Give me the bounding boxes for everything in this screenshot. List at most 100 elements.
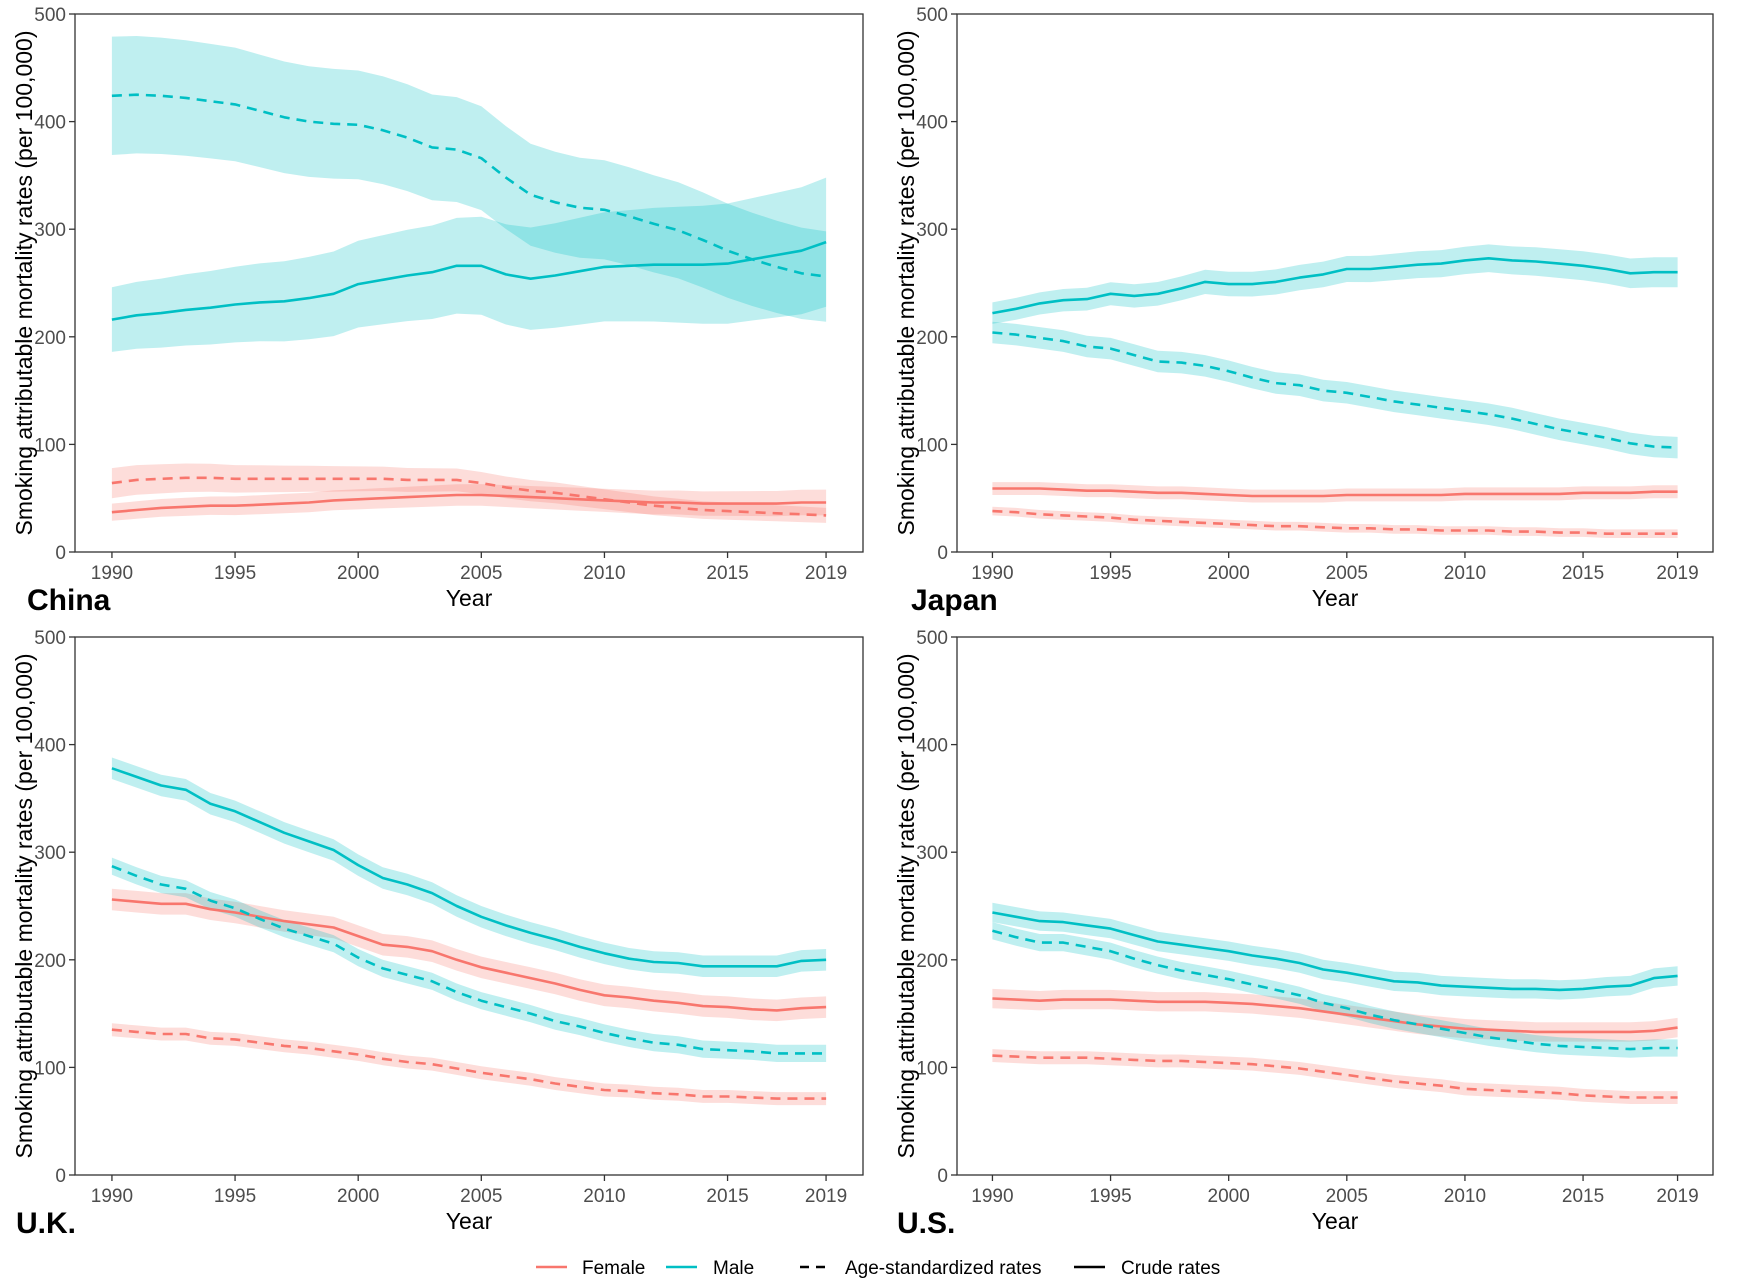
ribbon-male-age-standardized — [111, 36, 827, 322]
line-male-crude — [111, 240, 827, 321]
y-axis-title: Smoking attributable mortality rates (pe… — [893, 31, 919, 536]
y-tick-label: 200 — [916, 951, 948, 972]
x-tick-label: 1995 — [1089, 563, 1131, 584]
legend-female-label: Female — [582, 1258, 645, 1279]
ribbon-male-crude — [111, 757, 827, 977]
line-male-crude — [992, 256, 1678, 315]
plot-area — [957, 14, 1713, 552]
ribbon-male-age-standardized — [992, 321, 1678, 459]
legend-age-standardized-label: Age-standardized rates — [845, 1258, 1041, 1279]
line-female-crude — [111, 898, 827, 1012]
ribbon-female-crude — [111, 484, 827, 521]
ribbon-female-age-standardized — [111, 1023, 827, 1106]
legend-crude-label: Crude rates — [1121, 1258, 1220, 1279]
x-axis-title: Year — [1312, 1208, 1359, 1234]
y-tick-label: 100 — [916, 1058, 948, 1079]
y-axis-title: Smoking attributable mortality rates (pe… — [893, 654, 919, 1159]
x-axis-title: Year — [446, 585, 493, 611]
y-tick-label: 400 — [34, 736, 66, 757]
x-tick-label: 1990 — [91, 1186, 133, 1207]
x-tick-label: 2019 — [1656, 563, 1698, 584]
y-tick-label: 300 — [916, 220, 948, 241]
y-tick-label: 0 — [55, 543, 66, 564]
line-female-age-standardized — [111, 1028, 827, 1100]
plot-area — [75, 14, 863, 552]
legend: Female Male Age-standardized rates Crude… — [536, 1258, 1220, 1279]
y-tick-label: 200 — [34, 328, 66, 349]
x-tick-label: 1995 — [1089, 1186, 1131, 1207]
x-tick-label: 2010 — [583, 563, 625, 584]
line-female-crude — [992, 487, 1678, 498]
x-tick-label: 1990 — [971, 563, 1013, 584]
y-tick-label: 0 — [55, 1166, 66, 1187]
line-male-age-standardized — [992, 331, 1678, 449]
x-tick-label: 2000 — [337, 563, 379, 584]
y-tick-label: 400 — [916, 736, 948, 757]
x-tick-label: 2000 — [337, 1186, 379, 1207]
y-tick-label: 500 — [34, 5, 66, 26]
legend-male-label: Male — [713, 1258, 754, 1279]
x-axis-title: Year — [1312, 585, 1359, 611]
y-tick-label: 0 — [937, 543, 948, 564]
panel-label: Japan — [911, 584, 998, 617]
x-tick-label: 2000 — [1208, 563, 1250, 584]
y-tick-label: 300 — [34, 220, 66, 241]
ribbon-male-crude — [992, 244, 1678, 324]
x-tick-label: 2019 — [805, 1186, 847, 1207]
y-tick-label: 400 — [916, 113, 948, 134]
x-tick-label: 2010 — [583, 1186, 625, 1207]
y-tick-label: 300 — [916, 843, 948, 864]
ribbon-male-age-standardized — [992, 922, 1678, 1058]
y-tick-label: 0 — [937, 1166, 948, 1187]
line-female-crude — [111, 493, 827, 514]
line-female-age-standardized — [111, 476, 827, 517]
x-tick-label: 2015 — [1562, 1186, 1604, 1207]
y-tick-label: 200 — [34, 951, 66, 972]
line-female-crude — [992, 997, 1678, 1034]
line-male-crude — [992, 911, 1678, 992]
y-tick-label: 500 — [34, 628, 66, 649]
ribbon-female-crude — [992, 482, 1678, 503]
y-tick-label: 100 — [34, 1058, 66, 1079]
panel-border — [74, 636, 864, 1176]
panel-border — [956, 636, 1714, 1176]
line-male-crude — [111, 767, 827, 968]
panel-border — [956, 13, 1714, 553]
plot-area — [75, 637, 863, 1175]
x-tick-label: 2015 — [1562, 563, 1604, 584]
y-tick-label: 300 — [34, 843, 66, 864]
x-tick-label: 2010 — [1444, 1186, 1486, 1207]
y-axis-title: Smoking attributable mortality rates (pe… — [11, 31, 37, 536]
line-female-age-standardized — [992, 509, 1678, 536]
x-tick-label: 2005 — [1326, 563, 1368, 584]
y-tick-label: 500 — [916, 628, 948, 649]
x-tick-label: 1990 — [971, 1186, 1013, 1207]
x-tick-label: 2010 — [1444, 563, 1486, 584]
x-tick-label: 1995 — [214, 1186, 256, 1207]
panel-border — [74, 13, 864, 553]
x-tick-label: 2005 — [460, 563, 502, 584]
line-female-age-standardized — [992, 1054, 1678, 1099]
y-axis-title: Smoking attributable mortality rates (pe… — [11, 654, 37, 1159]
line-male-age-standardized — [992, 929, 1678, 1051]
x-tick-label: 1990 — [91, 563, 133, 584]
panel-japan: 0 100 200 300 400 500 1990 1995 2000 2005 2010 2015… — [893, 5, 1714, 617]
x-tick-label: 2015 — [706, 563, 748, 584]
panel-u-s: 0 100 200 300 400 500 1990 1995 2000 2005 2010 2015… — [893, 628, 1714, 1240]
panel-label: China — [27, 584, 111, 617]
x-tick-label: 2019 — [1656, 1186, 1698, 1207]
x-tick-label: 1995 — [214, 563, 256, 584]
y-tick-label: 200 — [916, 328, 948, 349]
panel-china: 0 100 200 300 400 500 1990 1995 2000 2005 2010 2015… — [11, 5, 864, 617]
y-tick-label: 100 — [34, 435, 66, 456]
x-tick-label: 2000 — [1208, 1186, 1250, 1207]
line-male-age-standardized — [111, 93, 827, 278]
x-tick-label: 2005 — [460, 1186, 502, 1207]
ribbon-male-crude — [992, 902, 1678, 1000]
line-male-age-standardized — [111, 864, 827, 1055]
x-tick-label: 2005 — [1326, 1186, 1368, 1207]
panel-label: U.S. — [897, 1207, 955, 1240]
panel-label: U.K. — [16, 1207, 76, 1240]
